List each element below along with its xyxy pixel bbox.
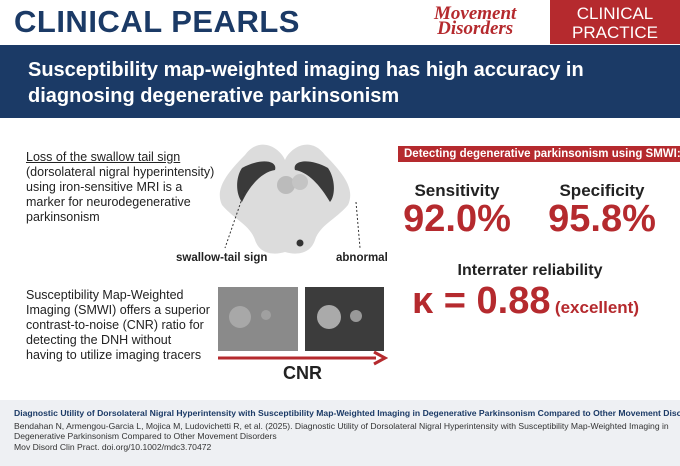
- stat-note: (excellent): [554, 298, 640, 317]
- text-line: using iron-sensitive MRI is a: [26, 180, 183, 194]
- badge-line: CLINICAL: [576, 4, 654, 23]
- nucleus: [317, 305, 341, 329]
- text-line: Susceptibility Map-Weighted: [26, 288, 184, 302]
- stat-label: Interrater reliability: [457, 262, 603, 279]
- stat-label: Sensitivity: [414, 181, 500, 200]
- stat-value: 92.0%: [403, 198, 511, 240]
- headline-line: diagnosing degenerative parkinsonism: [28, 85, 400, 107]
- citation-line: Bendahan N, Armengou-Garcia L, Mojica M,…: [14, 420, 669, 431]
- nucleus: [292, 174, 308, 190]
- footer: Diagnostic Utility of Dorsolateral Nigra…: [0, 400, 680, 466]
- text-line: marker for neurodegenerative: [26, 195, 191, 209]
- badge-line: PRACTICE: [572, 23, 658, 42]
- text-line: Imaging (SMWI) offers a superior: [26, 303, 210, 317]
- pointer: [355, 201, 361, 249]
- logo-line: Disorders: [437, 18, 514, 39]
- diagram-label: abnormal: [336, 252, 388, 264]
- text-line: having to utilize imaging tracers: [26, 348, 202, 362]
- headline: Susceptibility map-weighted imaging has …: [0, 45, 680, 118]
- smwi-image: [305, 287, 384, 351]
- left-bottom-text: Susceptibility Map-Weighted Imaging (SMW…: [26, 288, 210, 363]
- midbrain-diagram: [219, 144, 361, 254]
- stat-value: κ = 0.88: [412, 280, 551, 322]
- left-top-text: Loss of the swallow tail sign (dorsolate…: [26, 150, 214, 225]
- text-line: parkinsonism: [26, 210, 100, 224]
- nucleus: [350, 310, 362, 322]
- badge: CLINICAL PRACTICE: [550, 0, 680, 44]
- mri-comparison: [218, 287, 388, 366]
- swallow-tail: [237, 161, 276, 202]
- diagram-label: swallow-tail sign: [176, 252, 268, 264]
- journal-logo: Movement Disorders: [434, 3, 517, 39]
- aqueduct: [296, 239, 304, 247]
- text-line: detecting the DNH without: [26, 333, 172, 347]
- arrow-head: [373, 350, 388, 366]
- nucleus: [261, 310, 271, 320]
- citation-line: Mov Disord Clin Pract. doi.org/10.1002/m…: [14, 441, 212, 452]
- result-banner: Detecting degenerative parkinsonism usin…: [398, 146, 680, 162]
- headline-line: Susceptibility map-weighted imaging has …: [28, 59, 584, 81]
- text-line: (dorsolateral nigral hyperintensity): [26, 165, 215, 179]
- nucleus: [229, 306, 251, 328]
- stat-label: Specificity: [559, 181, 645, 200]
- nucleus: [277, 176, 295, 194]
- reliability: κ = 0.88 (excellent): [412, 280, 639, 323]
- citation-line: Degenerative Parkinsonism Compared to Ot…: [14, 431, 277, 441]
- footer-title: Diagnostic Utility of Dorsolateral Nigra…: [14, 408, 680, 418]
- abnormal-tail: [294, 161, 334, 202]
- pearls-title: CLINICAL PEARLS: [14, 4, 300, 39]
- text-line: contrast-to-noise (CNR) ratio for: [26, 318, 204, 332]
- stat-value: 95.8%: [548, 198, 656, 240]
- axis-label: CNR: [283, 363, 322, 383]
- underlined-text: Loss of the swallow tail sign: [26, 150, 181, 164]
- logo-line: Movement: [434, 3, 517, 24]
